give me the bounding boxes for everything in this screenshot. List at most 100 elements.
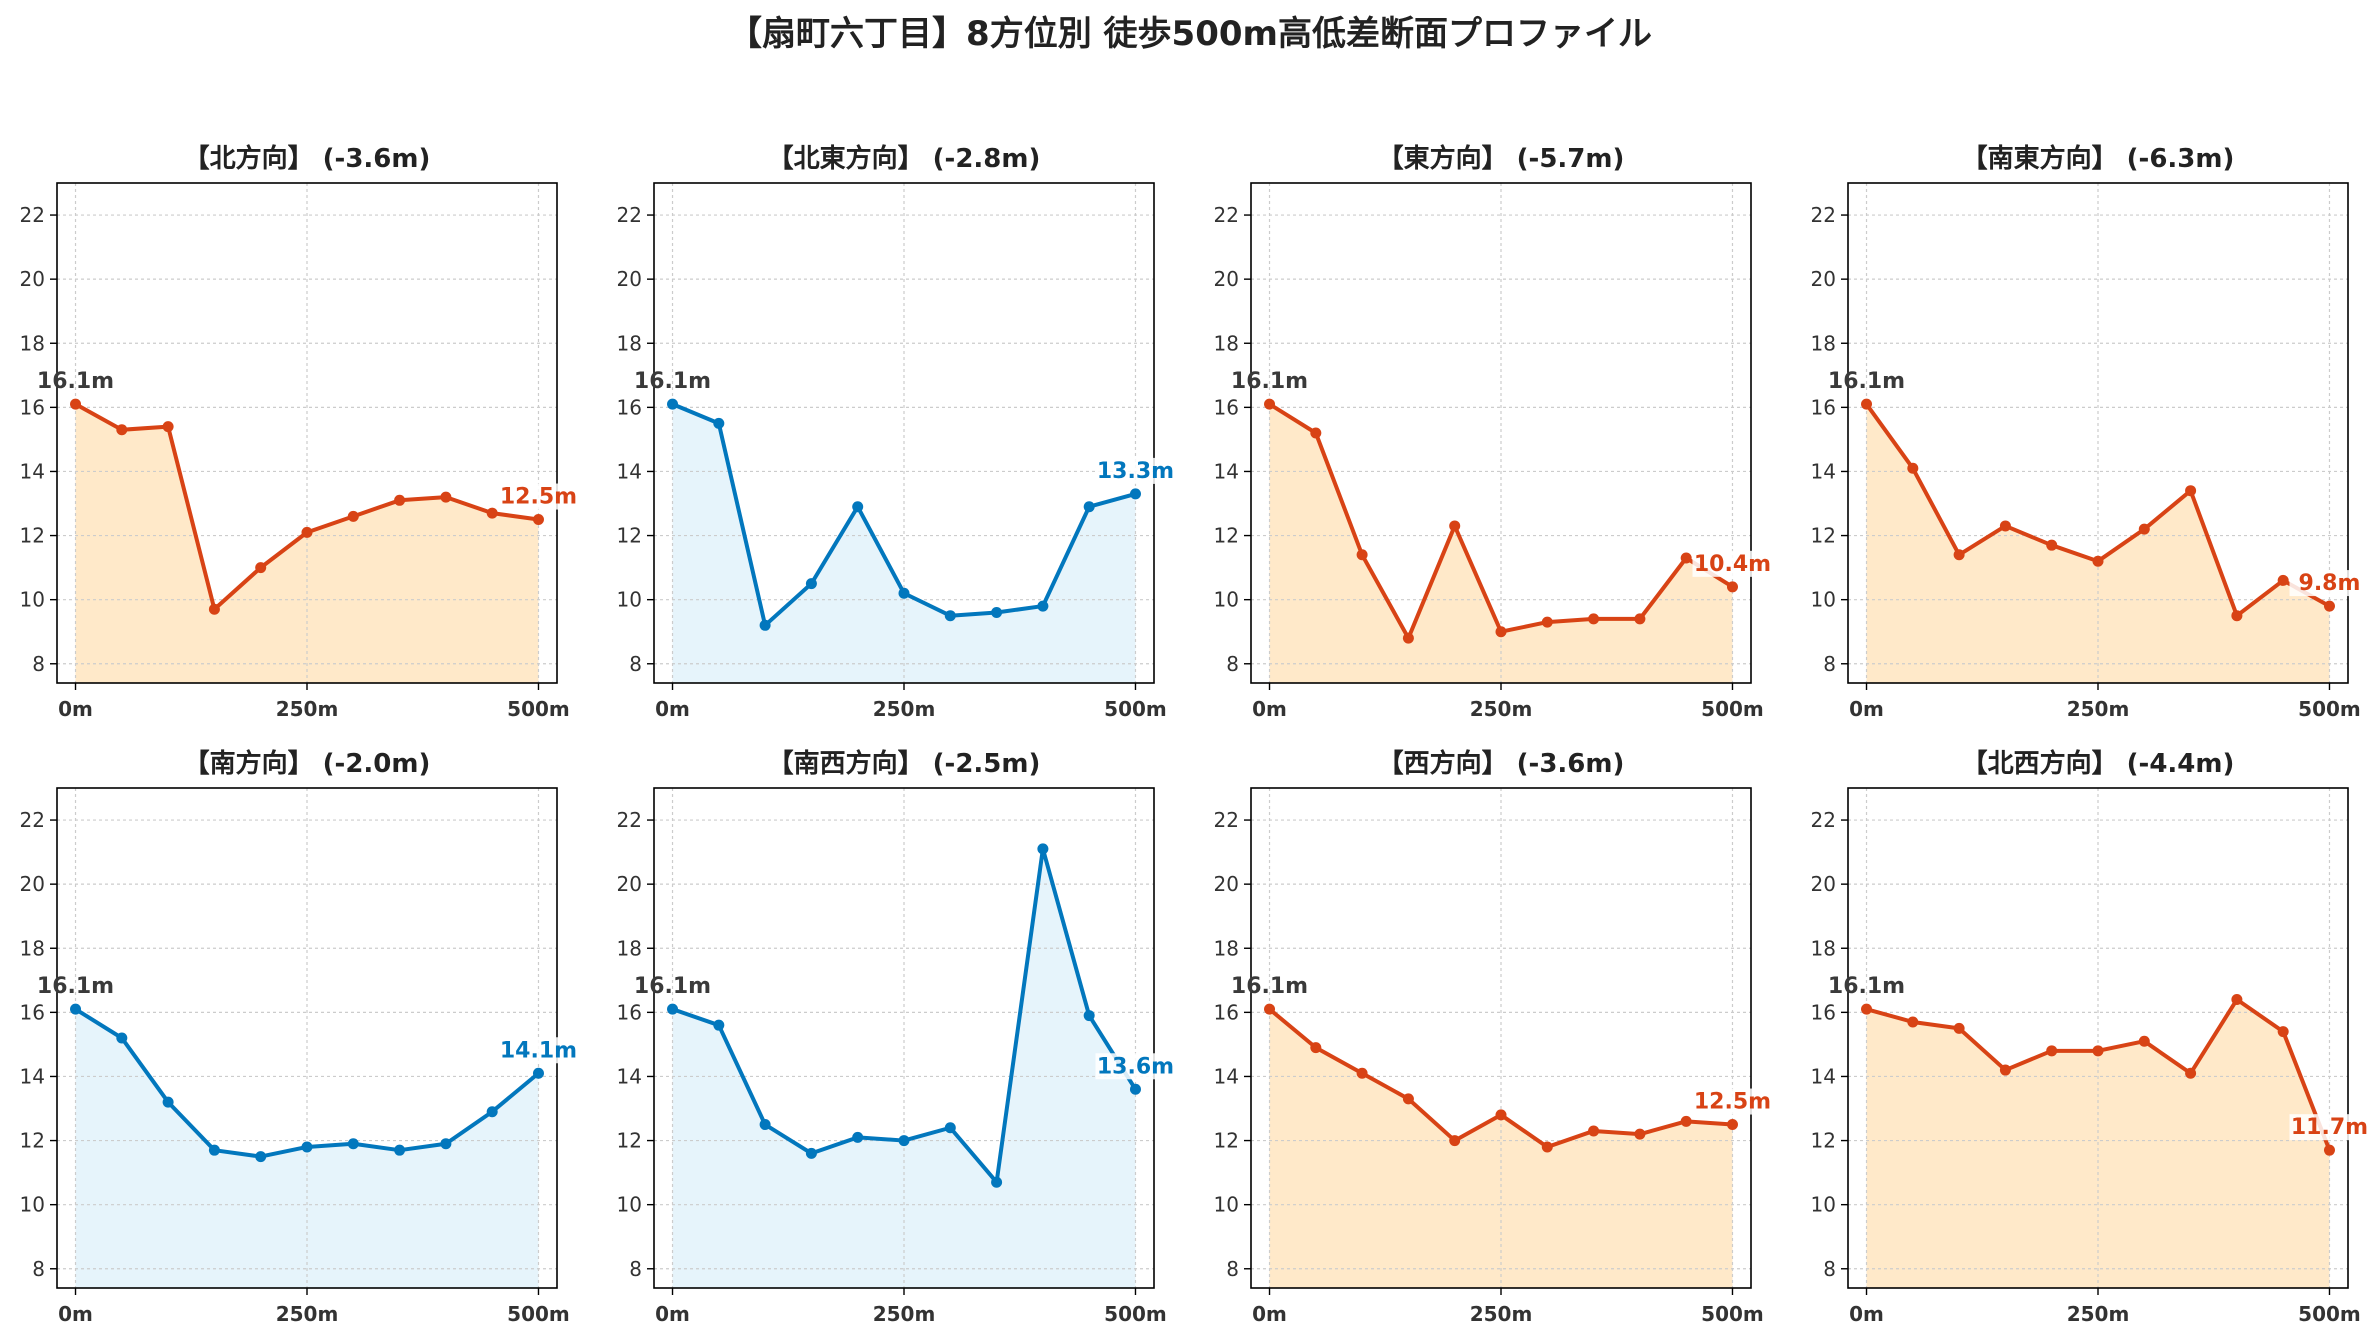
data-point — [162, 421, 174, 433]
data-point — [116, 1032, 128, 1044]
data-point — [759, 619, 771, 631]
data-point — [1264, 1003, 1276, 1015]
y-tick-label: 22 — [1214, 203, 1239, 227]
end-value-label: 9.8m — [2299, 571, 2361, 596]
data-point — [713, 1019, 725, 1031]
data-point — [1402, 1093, 1414, 1105]
x-tick-label: 500m — [1104, 1302, 1167, 1326]
y-tick-label: 20 — [1811, 267, 1836, 291]
data-point — [2138, 1035, 2150, 1047]
end-value-label: 12.5m — [1694, 1090, 1771, 1115]
y-tick-label: 12 — [1811, 1129, 1836, 1153]
chart-panel: 【南西方向】 (-2.5m) 8 10 12 14 16 18 20 22 0m 250m 500m 1… — [617, 748, 1176, 1326]
x-tick-label: 250m — [2067, 1302, 2130, 1326]
data-point — [2277, 574, 2289, 586]
y-tick-label: 14 — [1811, 1064, 1836, 1088]
x-tick-label: 0m — [655, 697, 690, 721]
data-point — [394, 1144, 406, 1156]
y-tick-label: 8 — [32, 1257, 45, 1281]
y-tick-label: 16 — [1214, 1000, 1239, 1024]
data-point — [1310, 1042, 1322, 1054]
data-point — [394, 494, 406, 506]
data-point — [208, 603, 220, 615]
y-tick-label: 16 — [20, 395, 45, 419]
y-tick-label: 8 — [629, 652, 642, 676]
data-point — [301, 526, 313, 538]
data-point — [1083, 501, 1095, 513]
x-tick-label: 500m — [1701, 697, 1764, 721]
y-tick-label: 14 — [1811, 459, 1836, 483]
y-tick-label: 22 — [1214, 808, 1239, 832]
data-point — [116, 424, 128, 436]
y-tick-label: 18 — [1811, 331, 1836, 355]
y-tick-label: 8 — [1226, 1257, 1239, 1281]
y-tick-label: 18 — [1214, 936, 1239, 960]
data-point — [1449, 1135, 1461, 1147]
x-tick-label: 0m — [1849, 697, 1884, 721]
y-tick-label: 20 — [1214, 267, 1239, 291]
data-point — [944, 610, 956, 622]
data-point — [1495, 1109, 1507, 1121]
data-point — [440, 1138, 452, 1150]
data-point — [1726, 581, 1738, 593]
data-point — [1861, 398, 1873, 410]
end-label-bg — [1095, 1053, 1176, 1080]
chart-panel: 【南東方向】 (-6.3m) 8 10 12 14 16 18 20 22 0m 250m 500m 1… — [1811, 143, 2370, 721]
chart-title: 【南西方向】 (-2.5m) — [768, 748, 1041, 779]
data-point — [1726, 1119, 1738, 1131]
data-point — [1953, 549, 1965, 561]
x-tick-label: 500m — [1104, 697, 1167, 721]
start-value-label: 16.1m — [634, 974, 711, 999]
y-tick-label: 22 — [1811, 808, 1836, 832]
data-point — [2092, 555, 2104, 567]
end-value-label: 12.5m — [500, 485, 577, 510]
data-point — [2092, 1045, 2104, 1057]
y-tick-label: 10 — [20, 1193, 45, 1217]
y-tick-label: 10 — [1811, 588, 1836, 612]
y-tick-label: 16 — [617, 395, 642, 419]
chart-title: 【北方向】 (-3.6m) — [184, 143, 431, 174]
end-label-bg — [2289, 570, 2370, 597]
chart-panel: 【北西方向】 (-4.4m) 8 10 12 14 16 18 20 22 0m 250m 500m 1… — [1811, 748, 2370, 1326]
end-value-label: 10.4m — [1694, 552, 1771, 577]
data-point — [1264, 398, 1276, 410]
y-tick-label: 16 — [1811, 395, 1836, 419]
x-tick-label: 250m — [873, 697, 936, 721]
data-point — [486, 507, 498, 519]
y-tick-label: 10 — [617, 1193, 642, 1217]
data-point — [440, 491, 452, 503]
chart-panel: 【南方向】 (-2.0m) 8 10 12 14 16 18 20 22 0m 250m 500m 16… — [20, 748, 579, 1326]
end-value-label: 13.6m — [1097, 1054, 1174, 1079]
y-tick-label: 14 — [617, 1064, 642, 1088]
data-point — [759, 1119, 771, 1131]
y-tick-label: 16 — [20, 1000, 45, 1024]
y-tick-label: 12 — [617, 524, 642, 548]
data-point — [1634, 613, 1646, 625]
y-tick-label: 10 — [20, 588, 45, 612]
x-tick-label: 500m — [507, 697, 570, 721]
y-tick-label: 18 — [1214, 331, 1239, 355]
data-point — [532, 1067, 544, 1079]
area-fill — [1269, 404, 1733, 683]
x-tick-label: 0m — [58, 697, 93, 721]
data-point — [944, 1122, 956, 1134]
data-point — [301, 1141, 313, 1153]
y-tick-label: 12 — [1811, 524, 1836, 548]
y-tick-label: 20 — [617, 267, 642, 291]
y-tick-label: 8 — [1823, 652, 1836, 676]
data-point — [1541, 616, 1553, 628]
x-tick-label: 0m — [1252, 1302, 1287, 1326]
data-point — [347, 1138, 359, 1150]
data-point — [532, 514, 544, 526]
data-point — [1083, 1010, 1095, 1022]
x-tick-label: 250m — [1470, 1302, 1533, 1326]
data-point — [667, 1003, 679, 1015]
data-point — [2277, 1026, 2289, 1038]
data-point — [1588, 1125, 1600, 1137]
y-tick-label: 10 — [1214, 1193, 1239, 1217]
y-tick-label: 18 — [20, 331, 45, 355]
data-point — [852, 1131, 864, 1143]
y-tick-label: 20 — [1811, 872, 1836, 896]
start-value-label: 16.1m — [1828, 974, 1905, 999]
y-tick-label: 14 — [617, 459, 642, 483]
